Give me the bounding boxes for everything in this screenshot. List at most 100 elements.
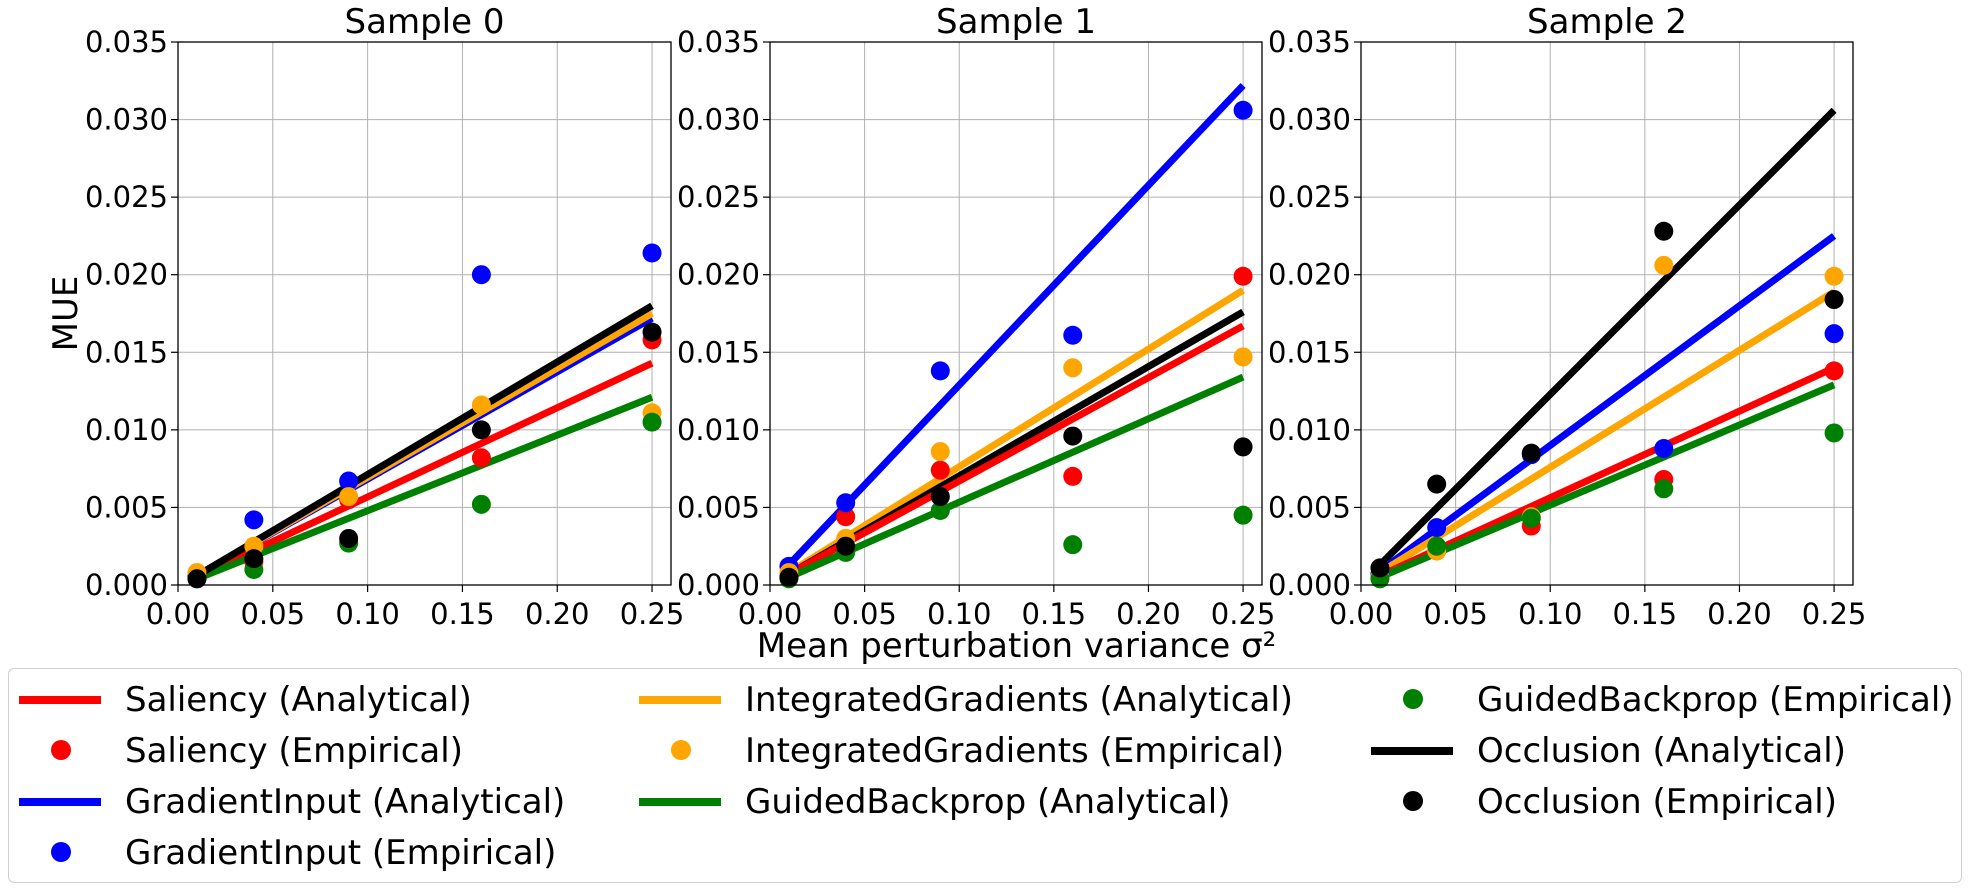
empirical-point-guidedbackprop bbox=[1824, 423, 1844, 443]
legend-item-guidedbackprop-analytical: GuidedBackprop (Analytical) bbox=[639, 777, 1230, 827]
empirical-point-gradientinput bbox=[1233, 100, 1253, 120]
x-tick-label: 0.15 bbox=[1613, 597, 1678, 631]
legend: Saliency (Analytical) Saliency (Empirical… bbox=[8, 668, 1962, 883]
x-tick-label: 0.20 bbox=[1707, 597, 1772, 631]
panel-title: Sample 1 bbox=[936, 2, 1096, 42]
legend-swatch bbox=[19, 777, 101, 827]
empirical-point-saliency bbox=[471, 448, 491, 468]
empirical-point-saliency bbox=[836, 507, 856, 527]
y-tick-label: 0.010 bbox=[677, 413, 760, 447]
empirical-point-occlusion bbox=[339, 528, 359, 548]
y-tick-label: 0.035 bbox=[677, 25, 760, 59]
analytical-line-gradientinput bbox=[786, 83, 1246, 568]
legend-label: IntegratedGradients (Analytical) bbox=[745, 680, 1294, 720]
empirical-point-saliency bbox=[930, 460, 950, 480]
analytical-line-saliency bbox=[1378, 364, 1836, 579]
legend-label: GradientInput (Empirical) bbox=[125, 833, 557, 873]
legend-item-saliency-analytical: Saliency (Analytical) bbox=[19, 675, 472, 725]
panel-title: Sample 0 bbox=[345, 2, 505, 42]
legend-line-marker bbox=[639, 696, 721, 704]
panel-title: Sample 2 bbox=[1527, 2, 1687, 42]
empirical-point-gradientinput bbox=[642, 243, 662, 263]
empirical-point-occlusion bbox=[779, 567, 799, 587]
empirical-point-occlusion bbox=[1521, 443, 1541, 463]
x-tick-label: 0.10 bbox=[1518, 597, 1583, 631]
y-tick-label: 0.020 bbox=[1268, 258, 1351, 292]
analytical-line-guidedbackprop bbox=[195, 394, 654, 583]
y-tick-label: 0.020 bbox=[677, 258, 760, 292]
empirical-point-occlusion bbox=[836, 536, 856, 556]
x-tick-label: 0.20 bbox=[1116, 597, 1181, 631]
x-tick-label: 0.05 bbox=[832, 597, 897, 631]
empirical-point-gradientinput bbox=[836, 493, 856, 513]
y-tick-label: 0.015 bbox=[677, 335, 760, 369]
legend-dot-marker bbox=[1403, 791, 1423, 811]
y-tick-label: 0.000 bbox=[1268, 568, 1351, 602]
x-tick-label: 0.25 bbox=[620, 597, 685, 631]
empirical-point-occlusion bbox=[1063, 426, 1083, 446]
empirical-point-integratedgradients bbox=[1063, 358, 1083, 378]
y-tick-label: 0.020 bbox=[85, 258, 168, 292]
plot-frame bbox=[177, 41, 672, 586]
legend-item-gradientinput-analytical: GradientInput (Analytical) bbox=[19, 777, 565, 827]
y-tick-label: 0.000 bbox=[85, 568, 168, 602]
legend-item-occlusion-empirical: Occlusion (Empirical) bbox=[1371, 777, 1837, 827]
analytical-line-gradientinput bbox=[1377, 233, 1837, 574]
x-axis-label: Mean perturbation variance σ² bbox=[757, 626, 1277, 666]
empirical-point-integratedgradients bbox=[1824, 266, 1844, 286]
empirical-point-gradientinput bbox=[1654, 438, 1674, 458]
empirical-point-gradientinput bbox=[471, 265, 491, 285]
y-tick-label: 0.035 bbox=[85, 25, 168, 59]
analytical-line-saliency bbox=[195, 359, 654, 581]
empirical-point-integratedgradients bbox=[1233, 347, 1253, 367]
x-tick-label: 0.10 bbox=[927, 597, 992, 631]
empirical-point-saliency bbox=[1063, 466, 1083, 486]
empirical-point-guidedbackprop bbox=[1063, 535, 1083, 555]
empirical-point-saliency bbox=[1233, 266, 1253, 286]
legend-item-occlusion-analytical: Occlusion (Analytical) bbox=[1371, 726, 1846, 776]
y-tick-label: 0.025 bbox=[677, 180, 760, 214]
y-tick-label: 0.000 bbox=[677, 568, 760, 602]
empirical-point-occlusion bbox=[244, 549, 264, 569]
empirical-point-occlusion bbox=[1427, 474, 1447, 494]
empirical-point-occlusion bbox=[471, 420, 491, 440]
panel-2: 0.00 0.05 0.10 0.15 0.20 0.25 0.000 0.005 0.010 0… bbox=[1268, 2, 1866, 631]
x-tick-label: 0.20 bbox=[525, 597, 590, 631]
y-tick-label: 0.015 bbox=[1268, 335, 1351, 369]
empirical-point-gradientinput bbox=[244, 510, 264, 530]
legend-label: Occlusion (Analytical) bbox=[1477, 731, 1846, 771]
legend-label: GradientInput (Analytical) bbox=[125, 782, 566, 822]
legend-swatch bbox=[1371, 777, 1453, 827]
x-tick-label: 0.25 bbox=[1211, 597, 1276, 631]
legend-label: Saliency (Analytical) bbox=[125, 680, 472, 720]
x-tick-label: 0.25 bbox=[1802, 597, 1867, 631]
legend-item-saliency-empirical: Saliency (Empirical) bbox=[19, 726, 463, 776]
x-tick-label: 0.05 bbox=[1423, 597, 1488, 631]
panel-0: 0.00 0.05 0.10 0.15 0.20 0.25 0.000 0.005 0.010 0… bbox=[85, 2, 684, 631]
empirical-point-guidedbackprop bbox=[642, 412, 662, 432]
legend-swatch bbox=[19, 726, 101, 776]
y-axis-label: MUE bbox=[46, 276, 86, 352]
x-tick-label: 0.10 bbox=[335, 597, 400, 631]
analytical-line-integratedgradients bbox=[1378, 288, 1836, 576]
empirical-point-gradientinput bbox=[1427, 518, 1447, 538]
empirical-point-gradientinput bbox=[1824, 324, 1844, 344]
legend-line-marker bbox=[19, 696, 101, 704]
legend-dot-marker bbox=[51, 740, 71, 760]
plot-area bbox=[178, 42, 671, 585]
y-tick-label: 0.030 bbox=[85, 103, 168, 137]
legend-dot-marker bbox=[51, 842, 71, 862]
panel-1: 0.00 0.05 0.10 0.15 0.20 0.25 0.000 0.005 0.010 0… bbox=[677, 2, 1275, 631]
legend-item-gradientinput-empirical: GradientInput (Empirical) bbox=[19, 828, 556, 878]
legend-item-guidedbackprop-empirical: GuidedBackprop (Empirical) bbox=[1371, 675, 1954, 725]
legend-label: GuidedBackprop (Analytical) bbox=[745, 782, 1231, 822]
empirical-point-gradientinput bbox=[1063, 325, 1083, 345]
empirical-point-occlusion bbox=[642, 322, 662, 342]
empirical-point-occlusion bbox=[930, 487, 950, 507]
legend-item-integratedgradients-analytical: IntegratedGradients (Analytical) bbox=[639, 675, 1293, 725]
y-tick-label: 0.005 bbox=[677, 490, 760, 524]
empirical-point-occlusion bbox=[1370, 558, 1390, 578]
x-tick-label: 0.05 bbox=[241, 597, 306, 631]
y-tick-label: 0.005 bbox=[1268, 490, 1351, 524]
